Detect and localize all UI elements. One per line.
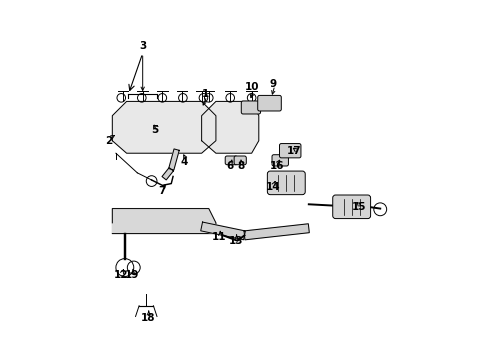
Text: 6: 6 [226, 161, 233, 171]
Text: 14: 14 [265, 182, 280, 192]
Text: 9: 9 [269, 78, 276, 89]
Polygon shape [168, 149, 179, 170]
Text: 13: 13 [228, 236, 243, 246]
Polygon shape [201, 102, 258, 153]
Text: 15: 15 [351, 202, 366, 212]
Text: 17: 17 [286, 147, 301, 157]
FancyBboxPatch shape [267, 171, 305, 195]
Polygon shape [112, 208, 216, 234]
Polygon shape [200, 222, 245, 240]
Polygon shape [162, 168, 173, 180]
FancyBboxPatch shape [271, 155, 288, 166]
Polygon shape [244, 224, 309, 240]
Text: 4: 4 [180, 157, 187, 167]
Text: 8: 8 [237, 161, 244, 171]
Text: 19: 19 [124, 270, 139, 280]
FancyBboxPatch shape [241, 101, 260, 114]
Text: 16: 16 [269, 161, 284, 171]
FancyBboxPatch shape [279, 144, 300, 158]
Text: 10: 10 [244, 82, 258, 92]
FancyBboxPatch shape [234, 156, 246, 165]
Polygon shape [112, 102, 216, 153]
FancyBboxPatch shape [257, 95, 281, 111]
Text: 1: 1 [201, 89, 208, 99]
Text: 11: 11 [212, 232, 226, 242]
Text: 12: 12 [114, 270, 128, 280]
Text: 5: 5 [151, 125, 159, 135]
Text: 3: 3 [139, 41, 146, 51]
Text: 7: 7 [158, 186, 166, 196]
Text: 2: 2 [105, 136, 112, 146]
Text: 18: 18 [141, 312, 155, 323]
FancyBboxPatch shape [332, 195, 370, 219]
FancyBboxPatch shape [225, 156, 237, 165]
